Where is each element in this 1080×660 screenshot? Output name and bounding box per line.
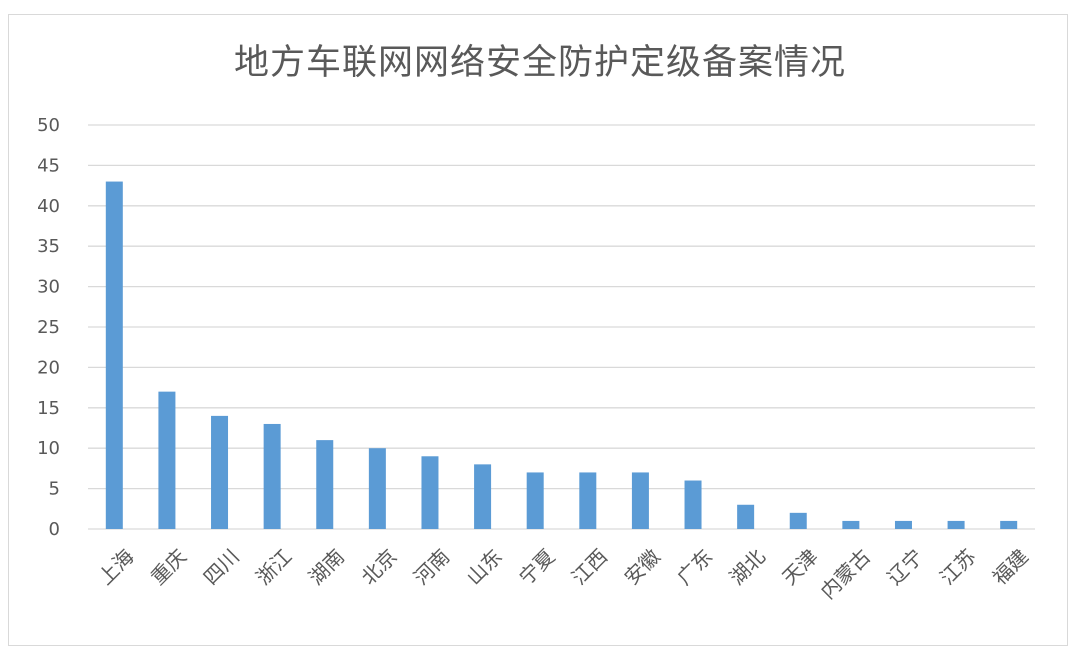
y-tick-label: 5 (49, 479, 60, 500)
chart-title: 地方车联网网络安全防护定级备案情况 (233, 43, 846, 83)
bar-福建 (1000, 520, 1018, 529)
y-tick-label: 40 (37, 196, 60, 217)
bar-安徽 (631, 472, 649, 529)
bars (105, 181, 1018, 529)
x-tick-label: 辽宁 (883, 544, 928, 589)
x-tick-label: 河南 (409, 544, 454, 589)
bar-江西 (579, 472, 597, 529)
y-tick-label: 10 (37, 438, 60, 459)
y-tick-label: 45 (37, 155, 60, 176)
gridlines (88, 124, 1035, 530)
x-tick-label: 江苏 (935, 544, 980, 589)
x-tick-label: 内蒙古 (816, 544, 875, 603)
bar-湖南 (316, 440, 334, 529)
bar-浙江 (263, 423, 281, 529)
bar-北京 (368, 448, 386, 529)
bar-宁夏 (526, 472, 544, 529)
bar-上海 (105, 181, 123, 529)
bar-江苏 (947, 520, 965, 529)
x-tick-label: 湖南 (304, 544, 349, 589)
x-tick-label: 宁夏 (514, 544, 559, 589)
chart-frame (8, 14, 1068, 646)
y-tick-label: 0 (49, 519, 60, 540)
x-tick-label: 广东 (672, 544, 717, 589)
bar-天津 (789, 512, 807, 529)
x-tick-label: 江西 (567, 544, 612, 589)
y-tick-label: 15 (37, 398, 60, 419)
bar-湖北 (737, 504, 755, 529)
y-tick-label: 25 (37, 317, 60, 338)
x-tick-label: 天津 (777, 544, 822, 589)
x-tick-label: 四川 (199, 544, 244, 589)
bar-四川 (211, 415, 229, 529)
y-axis-ticks: 0 5 10 15 20 25 30 35 40 45 50 (37, 115, 60, 540)
x-tick-label: 福建 (988, 544, 1033, 589)
x-tick-label: 安徽 (619, 544, 664, 589)
bar-广东 (684, 480, 702, 529)
x-tick-label: 上海 (93, 544, 138, 589)
x-tick-label: 重庆 (146, 544, 191, 589)
x-tick-label: 湖北 (725, 544, 770, 589)
y-tick-label: 50 (37, 115, 60, 136)
x-tick-label: 山东 (462, 544, 507, 589)
bar-辽宁 (894, 520, 912, 529)
y-tick-label: 20 (37, 357, 60, 378)
y-tick-label: 35 (37, 236, 60, 257)
bar-河南 (421, 456, 439, 529)
bar-内蒙古 (842, 520, 860, 529)
bar-山东 (474, 464, 492, 529)
bar-重庆 (158, 391, 176, 529)
y-tick-label: 30 (37, 277, 60, 298)
x-tick-label: 北京 (356, 544, 401, 589)
x-tick-label: 浙江 (251, 544, 296, 589)
